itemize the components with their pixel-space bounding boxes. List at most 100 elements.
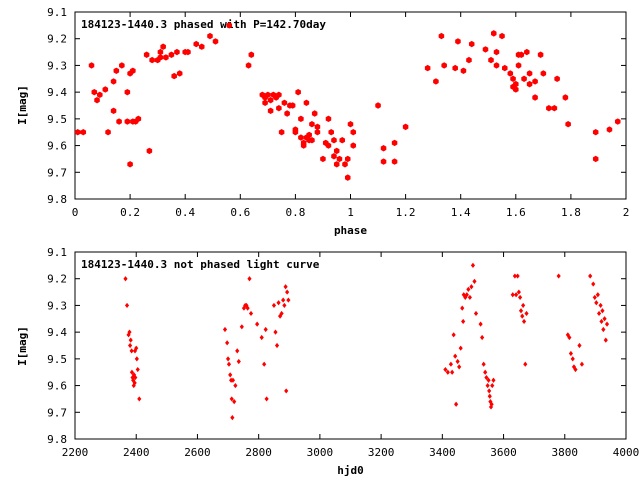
y-tick-label: 9.5 xyxy=(47,353,67,366)
data-point xyxy=(526,80,533,88)
data-point xyxy=(588,273,593,279)
data-point xyxy=(488,56,494,64)
data-point xyxy=(473,310,479,317)
data-point xyxy=(131,382,136,389)
plot-frame xyxy=(74,251,627,440)
data-point xyxy=(518,308,524,314)
data-point xyxy=(309,137,315,144)
data-point xyxy=(244,302,249,309)
data-point xyxy=(279,310,284,317)
y-tick-label: 9.2 xyxy=(47,273,67,286)
data-point xyxy=(455,38,461,45)
data-point xyxy=(336,155,343,163)
data-point xyxy=(515,62,522,69)
data-point xyxy=(88,62,95,69)
data-point xyxy=(601,326,606,333)
data-point xyxy=(328,129,334,136)
data-point xyxy=(491,377,496,383)
data-point xyxy=(592,294,597,301)
data-point xyxy=(339,137,346,144)
data-point xyxy=(113,67,120,74)
data-point xyxy=(314,129,321,136)
data-point xyxy=(468,40,475,48)
x-tick-label: 0.4 xyxy=(175,206,195,219)
data-point xyxy=(271,302,277,309)
data-point xyxy=(490,382,495,389)
data-point xyxy=(556,273,561,279)
data-point xyxy=(453,353,458,359)
data-point xyxy=(289,102,296,109)
data-point xyxy=(331,153,337,160)
data-point xyxy=(467,294,472,301)
data-point xyxy=(472,278,477,284)
data-point xyxy=(160,43,166,50)
data-point xyxy=(176,70,183,77)
data-point xyxy=(333,161,340,168)
data-point xyxy=(461,318,466,325)
data-point xyxy=(567,334,572,341)
data-point xyxy=(168,51,175,58)
data-point xyxy=(282,302,287,309)
data-point xyxy=(591,281,596,287)
data-point xyxy=(132,348,138,354)
data-point xyxy=(350,129,357,136)
data-point xyxy=(233,382,238,389)
data-point xyxy=(524,310,529,317)
data-point xyxy=(513,86,519,93)
data-point xyxy=(124,302,130,309)
data-point xyxy=(134,356,139,362)
data-point xyxy=(284,110,290,117)
data-point xyxy=(347,121,354,128)
data-point xyxy=(126,332,131,338)
data-point xyxy=(350,142,357,149)
data-point xyxy=(97,91,103,99)
data-point xyxy=(131,372,137,378)
data-point xyxy=(212,38,219,45)
data-point xyxy=(424,64,431,72)
data-point xyxy=(451,332,456,338)
data-point xyxy=(157,48,164,56)
data-point xyxy=(458,345,463,351)
data-point xyxy=(225,356,231,362)
data-point xyxy=(124,118,131,125)
data-point xyxy=(454,401,459,407)
plot-frame xyxy=(74,11,627,200)
data-point xyxy=(247,276,252,282)
data-point xyxy=(311,110,318,117)
data-point xyxy=(562,94,569,101)
data-point xyxy=(133,374,138,381)
data-point xyxy=(232,399,237,405)
data-point xyxy=(267,96,274,104)
data-point xyxy=(105,129,111,136)
y-axis-label: I[mag] xyxy=(16,85,29,125)
data-point xyxy=(281,297,286,303)
data-point xyxy=(485,382,490,389)
y-tick-label: 9.8 xyxy=(47,193,67,206)
data-point xyxy=(248,310,254,317)
data-point xyxy=(132,380,137,386)
x-tick-label: 1.4 xyxy=(451,206,471,219)
y-tick-label: 9.3 xyxy=(47,59,67,72)
data-point xyxy=(276,91,282,99)
data-point xyxy=(298,134,304,141)
x-tick-label: 2 xyxy=(623,206,630,219)
data-point xyxy=(510,292,515,298)
chart-panel-1: 0 0.2 0.4 0.6 0.8 1 1.2 1.4 1.6 1.8 2 9.1 9.2 9.3 9.4 9… xyxy=(16,6,629,237)
data-point xyxy=(94,96,100,104)
data-point xyxy=(135,366,140,373)
data-point xyxy=(493,48,500,56)
data-point xyxy=(241,305,247,311)
data-series xyxy=(123,262,610,421)
data-point xyxy=(91,88,98,96)
data-point xyxy=(281,99,288,107)
y-tick-label: 9.1 xyxy=(47,6,67,19)
data-point xyxy=(526,70,533,77)
y-tick-label: 9.8 xyxy=(47,433,67,446)
data-point xyxy=(225,340,230,346)
data-point xyxy=(460,67,467,74)
data-series xyxy=(74,22,621,181)
x-tick-label: 1.6 xyxy=(506,206,526,219)
data-point xyxy=(464,292,469,298)
data-point xyxy=(499,32,505,40)
